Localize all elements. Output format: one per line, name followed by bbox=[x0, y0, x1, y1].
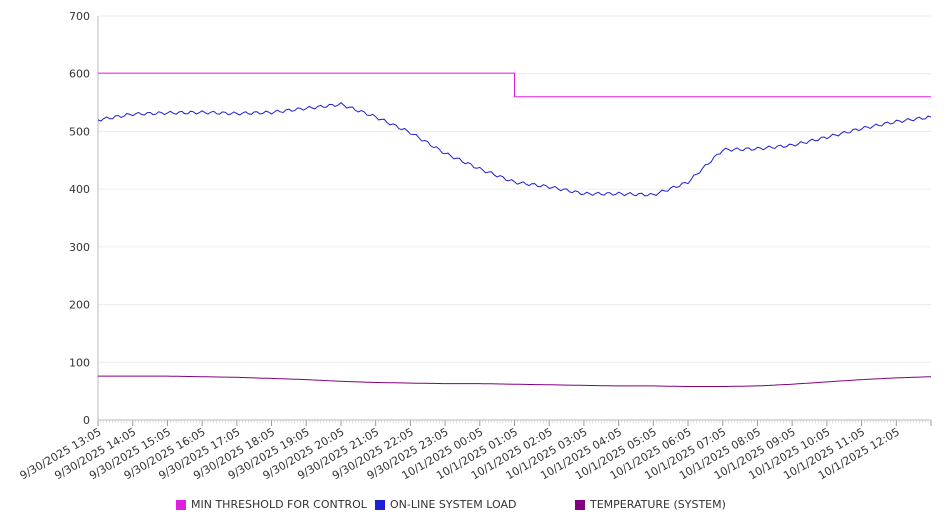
legend-swatch-load bbox=[375, 499, 385, 510]
legend-item-threshold[interactable]: MIN THRESHOLD FOR CONTROL bbox=[176, 498, 367, 511]
y-tick-label: 300 bbox=[69, 241, 90, 254]
temperature-line bbox=[98, 375, 932, 387]
legend-item-temperature[interactable]: TEMPERATURE (SYSTEM) bbox=[575, 498, 726, 511]
y-tick-label: 200 bbox=[69, 299, 90, 312]
system-load-line bbox=[97, 102, 932, 197]
series-lines bbox=[97, 72, 932, 387]
legend-label-temperature: TEMPERATURE (SYSTEM) bbox=[590, 498, 726, 511]
y-axis-ticks: 0 100 200 300 400 500 600 700 bbox=[69, 10, 90, 427]
y-tick-label: 100 bbox=[69, 356, 90, 369]
x-axis-ticks: 9/30/2025 13:059/30/2025 14:059/30/2025 … bbox=[18, 420, 932, 482]
legend: MIN THRESHOLD FOR CONTROL ON-LINE SYSTEM… bbox=[0, 498, 946, 514]
y-tick-label: 600 bbox=[69, 68, 90, 81]
legend-swatch-threshold bbox=[176, 499, 186, 510]
axes bbox=[97, 16, 931, 421]
legend-label-load: ON-LINE SYSTEM LOAD bbox=[390, 498, 517, 511]
y-tick-label: 400 bbox=[69, 183, 90, 196]
y-tick-label: 0 bbox=[83, 414, 90, 427]
legend-item-load[interactable]: ON-LINE SYSTEM LOAD bbox=[375, 498, 516, 511]
y-tick-label: 500 bbox=[69, 125, 90, 138]
grid-lines bbox=[98, 15, 931, 421]
legend-swatch-temperature bbox=[575, 499, 585, 510]
y-tick-label: 700 bbox=[69, 10, 90, 23]
threshold-line bbox=[98, 72, 931, 98]
legend-label-threshold: MIN THRESHOLD FOR CONTROL bbox=[191, 498, 367, 511]
